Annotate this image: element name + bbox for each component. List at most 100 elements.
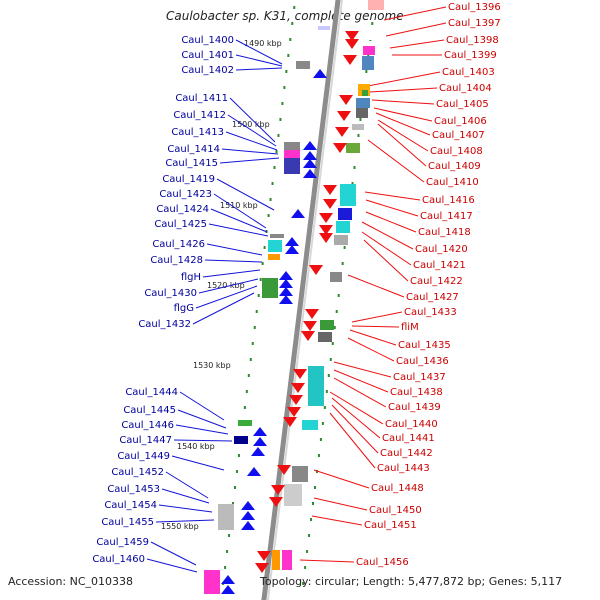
right-gene-label: Caul_1418 [418, 227, 471, 238]
left-track-tick [285, 70, 288, 73]
left-gene-label: flgG [174, 303, 194, 314]
right-track-tick [325, 390, 328, 393]
left-gene-leader [235, 67, 283, 71]
left-gene-label: Caul_1449 [117, 451, 170, 462]
right-gene-leader [385, 22, 447, 37]
left-gene-label: Caul_1411 [175, 93, 228, 104]
gene-arrow [319, 225, 333, 235]
gene-block [330, 272, 342, 282]
right-gene-label: fliM [401, 322, 419, 333]
gene-block [234, 436, 248, 444]
left-gene-label: Caul_1455 [101, 517, 154, 528]
gene-arrow [285, 237, 299, 246]
left-gene-label: Caul_1430 [144, 288, 197, 299]
left-gene-label: Caul_1402 [181, 65, 234, 76]
left-gene-label: Caul_1423 [159, 189, 212, 200]
right-gene-label: Caul_1405 [436, 99, 489, 110]
gene-arrow [319, 213, 333, 223]
right-track-tick [310, 518, 313, 521]
gene-block [268, 254, 280, 260]
gene-arrow [293, 369, 307, 379]
right-track-tick [367, 54, 370, 57]
left-gene-leader [235, 54, 283, 67]
gene-block [296, 61, 310, 69]
gene-arrow [241, 521, 255, 530]
left-gene-label: Caul_1412 [173, 110, 226, 121]
gene-arrow [289, 395, 303, 405]
left-gene-leader [198, 278, 259, 294]
left-gene-leader [227, 114, 277, 147]
left-gene-label: Caul_1432 [138, 319, 191, 330]
right-track-tick [357, 134, 360, 137]
left-track-tick [224, 566, 227, 569]
left-gene-label: Caul_1452 [111, 467, 164, 478]
left-gene-label: Caul_1419 [162, 174, 215, 185]
right-gene-label: Caul_1416 [422, 195, 475, 206]
right-track-tick [317, 454, 320, 457]
left-gene-label: Caul_1426 [152, 239, 205, 250]
right-gene-label: Caul_1421 [413, 260, 466, 271]
left-track-tick [291, 22, 294, 25]
kbp-marker: 1540 kbp [177, 442, 215, 451]
left-track-tick [269, 198, 272, 201]
left-gene-label: flgH [181, 272, 201, 283]
right-gene-label: Caul_1404 [439, 83, 492, 94]
left-gene-leader [179, 391, 225, 421]
right-track-tick [337, 294, 340, 297]
right-gene-label: Caul_1417 [420, 211, 473, 222]
left-gene-label: Caul_1424 [156, 204, 209, 215]
left-gene-label: Caul_1400 [181, 35, 234, 46]
left-gene-label: Caul_1445 [123, 405, 176, 416]
gene-block [318, 332, 332, 342]
gene-block [218, 504, 234, 530]
gene-arrow [285, 245, 299, 254]
left-track-tick [228, 534, 231, 537]
gene-block [238, 420, 252, 426]
gene-arrow [333, 143, 347, 153]
gene-arrow [303, 169, 317, 178]
left-gene-label: Caul_1447 [119, 435, 172, 446]
left-gene-leader [173, 439, 233, 442]
left-track-tick [281, 102, 284, 105]
gene-arrow [303, 151, 317, 160]
right-gene-leader [369, 87, 438, 93]
gene-arrow [323, 185, 337, 195]
right-gene-leader [367, 71, 441, 87]
right-gene-leader [349, 329, 397, 346]
right-gene-leader [311, 515, 363, 526]
gene-arrow [255, 563, 269, 573]
gene-block [284, 158, 300, 174]
right-gene-leader [329, 412, 376, 469]
gene-arrow [253, 437, 267, 446]
gene-arrow [345, 31, 359, 41]
right-gene-label: Caul_1409 [428, 161, 481, 172]
left-gene-leader [165, 471, 209, 499]
left-track-tick [293, 6, 296, 9]
left-track-tick [271, 182, 274, 185]
gene-arrow [287, 407, 301, 417]
left-gene-leader [155, 519, 215, 523]
left-track-tick [255, 310, 258, 313]
right-track-tick [335, 310, 338, 313]
gene-block [282, 550, 292, 570]
gene-arrow [277, 465, 291, 475]
gene-block [262, 278, 278, 298]
gene-arrow [279, 279, 293, 288]
gene-block [284, 142, 300, 150]
left-track-tick [263, 246, 266, 249]
genome-backbone [261, 0, 341, 600]
gene-arrow [291, 209, 305, 218]
gene-arrow [291, 383, 305, 393]
left-gene-label: Caul_1415 [165, 158, 218, 169]
kbp-marker: 1530 kbp [193, 361, 231, 370]
gene-arrow [313, 69, 327, 78]
right-gene-label: Caul_1443 [377, 463, 430, 474]
gene-arrow [279, 287, 293, 296]
left-gene-leader [235, 39, 283, 65]
right-gene-label: Caul_1450 [369, 505, 422, 516]
gene-arrow [339, 95, 353, 105]
right-gene-leader [329, 391, 384, 425]
gene-block [334, 235, 348, 245]
right-gene-leader [361, 221, 414, 250]
right-gene-label: Caul_1435 [398, 340, 451, 351]
